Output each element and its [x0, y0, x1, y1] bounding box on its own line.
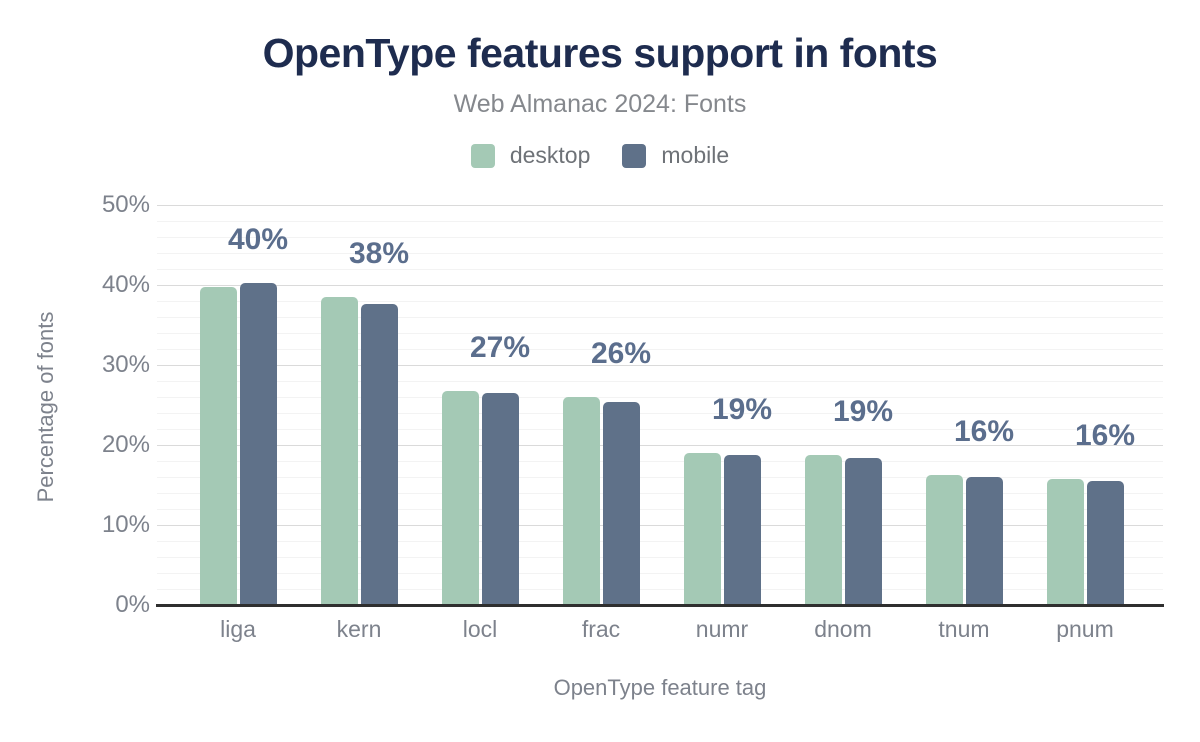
- legend-label-mobile: mobile: [661, 142, 730, 168]
- bar-mobile-pnum: [1086, 481, 1124, 605]
- x-tick-label-frac: frac: [581, 616, 621, 642]
- minor-gridline: [157, 429, 1163, 430]
- major-gridline: [157, 285, 1163, 286]
- minor-gridline: [157, 413, 1163, 414]
- bar-desktop-tnum: [925, 475, 963, 605]
- legend-swatch-desktop: [470, 143, 495, 168]
- major-gridline: [157, 365, 1163, 366]
- x-axis-title: OpenType feature tag: [553, 675, 767, 700]
- minor-gridline: [157, 589, 1163, 590]
- y-tick-label: 20%: [101, 431, 150, 458]
- bar-desktop-pnum: [1046, 478, 1084, 605]
- legend-swatch-mobile: [622, 143, 647, 168]
- minor-gridline: [157, 509, 1163, 510]
- minor-gridline: [157, 557, 1163, 558]
- minor-gridline: [157, 237, 1163, 238]
- bar-mobile-locl: [481, 393, 519, 605]
- legend-label-desktop: desktop: [509, 142, 591, 168]
- x-tick-label-tnum: tnum: [938, 616, 990, 642]
- minor-gridline: [157, 541, 1163, 542]
- y-tick-label: 30%: [101, 351, 150, 378]
- bar-desktop-numr: [683, 453, 721, 605]
- bar-mobile-tnum: [965, 477, 1003, 605]
- value-label-pnum: 16%: [1074, 418, 1136, 452]
- minor-gridline: [157, 461, 1163, 462]
- chart-subtitle: Web Almanac 2024: Fonts: [453, 90, 747, 118]
- legend-item-mobile[interactable]: mobile: [622, 142, 729, 169]
- bar-mobile-dnom: [844, 457, 882, 605]
- y-tick-label: 0%: [115, 591, 150, 618]
- minor-gridline: [157, 269, 1163, 270]
- x-tick-label-liga: liga: [220, 616, 256, 642]
- value-label-dnom: 19%: [832, 394, 894, 428]
- x-tick-label-numr: numr: [695, 616, 749, 642]
- y-tick-label: 40%: [101, 271, 150, 298]
- legend-item-desktop[interactable]: desktop: [470, 142, 591, 169]
- bar-mobile-frac: [602, 401, 640, 605]
- value-label-kern: 38%: [348, 237, 410, 270]
- minor-gridline: [157, 397, 1163, 398]
- bar-desktop-kern: [320, 297, 358, 605]
- minor-gridline: [157, 253, 1163, 254]
- minor-gridline: [157, 301, 1163, 302]
- bar-desktop-liga: [199, 287, 237, 605]
- x-axis-line: [156, 604, 1164, 607]
- bar-desktop-dnom: [804, 454, 842, 605]
- minor-gridline: [157, 221, 1163, 222]
- bar-desktop-frac: [562, 397, 600, 605]
- major-gridline: [157, 445, 1163, 446]
- y-tick-label: 10%: [101, 511, 150, 538]
- chart-title: OpenType features support in fonts: [262, 30, 938, 76]
- major-gridline: [157, 205, 1163, 206]
- minor-gridline: [157, 317, 1163, 318]
- minor-gridline: [157, 493, 1163, 494]
- y-tick-label: 50%: [101, 191, 150, 218]
- x-tick-label-locl: locl: [462, 616, 498, 642]
- y-axis-title: Percentage of fonts: [33, 311, 58, 503]
- value-label-numr: 19%: [711, 393, 773, 426]
- minor-gridline: [157, 477, 1163, 478]
- bar-desktop-locl: [441, 390, 479, 605]
- bar-mobile-liga: [239, 282, 277, 605]
- minor-gridline: [157, 381, 1163, 382]
- value-label-locl: 27%: [469, 330, 531, 364]
- minor-gridline: [157, 349, 1163, 350]
- legend: desktop mobile: [0, 142, 1200, 169]
- value-label-tnum: 16%: [953, 415, 1015, 449]
- bar-mobile-kern: [360, 304, 398, 605]
- minor-gridline: [157, 333, 1163, 334]
- x-tick-label-dnom: dnom: [814, 616, 872, 642]
- x-tick-label-kern: kern: [336, 616, 382, 642]
- value-label-frac: 26%: [590, 337, 652, 370]
- major-gridline: [157, 525, 1163, 526]
- x-tick-label-pnum: pnum: [1056, 616, 1114, 642]
- value-label-liga: 40%: [227, 222, 289, 256]
- bar-mobile-numr: [723, 454, 761, 605]
- minor-gridline: [157, 573, 1163, 574]
